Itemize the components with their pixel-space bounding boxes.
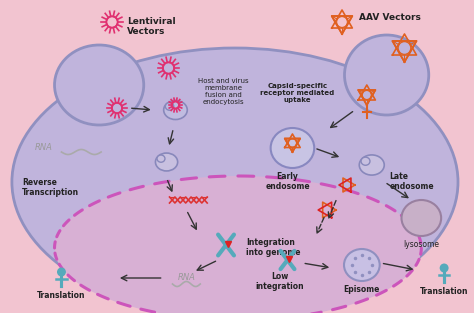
Ellipse shape (155, 153, 178, 171)
Ellipse shape (271, 128, 314, 168)
Text: lysosome: lysosome (403, 240, 439, 249)
Text: Lentiviral
Vectors: Lentiviral Vectors (127, 17, 175, 36)
Text: Late
endosome: Late endosome (390, 172, 434, 192)
Text: RNA: RNA (35, 143, 53, 152)
Ellipse shape (359, 155, 384, 175)
Ellipse shape (165, 103, 174, 110)
Text: Integration
into genome: Integration into genome (246, 238, 301, 257)
Ellipse shape (157, 155, 165, 162)
Text: Early
endosome: Early endosome (265, 172, 310, 192)
Text: AAV Vectors: AAV Vectors (359, 13, 421, 23)
Ellipse shape (164, 100, 187, 120)
Ellipse shape (361, 157, 370, 165)
Text: Translation: Translation (37, 291, 86, 300)
Text: Episome: Episome (344, 285, 380, 294)
Ellipse shape (401, 200, 441, 236)
Text: Reverse
Transcription: Reverse Transcription (22, 178, 79, 198)
Circle shape (440, 264, 448, 273)
Ellipse shape (55, 176, 421, 313)
Ellipse shape (55, 45, 144, 125)
Text: Low
integration: Low integration (255, 272, 304, 291)
Ellipse shape (345, 35, 429, 115)
Text: Host and virus
membrane
fusion and
endocytosis: Host and virus membrane fusion and endoc… (198, 78, 248, 105)
Ellipse shape (12, 48, 458, 313)
Text: Translation: Translation (420, 287, 468, 296)
Text: Capsid-specific
receptor mediated
uptake: Capsid-specific receptor mediated uptake (260, 83, 335, 103)
Circle shape (57, 268, 66, 276)
Text: RNA: RNA (177, 274, 195, 283)
Ellipse shape (344, 249, 380, 281)
